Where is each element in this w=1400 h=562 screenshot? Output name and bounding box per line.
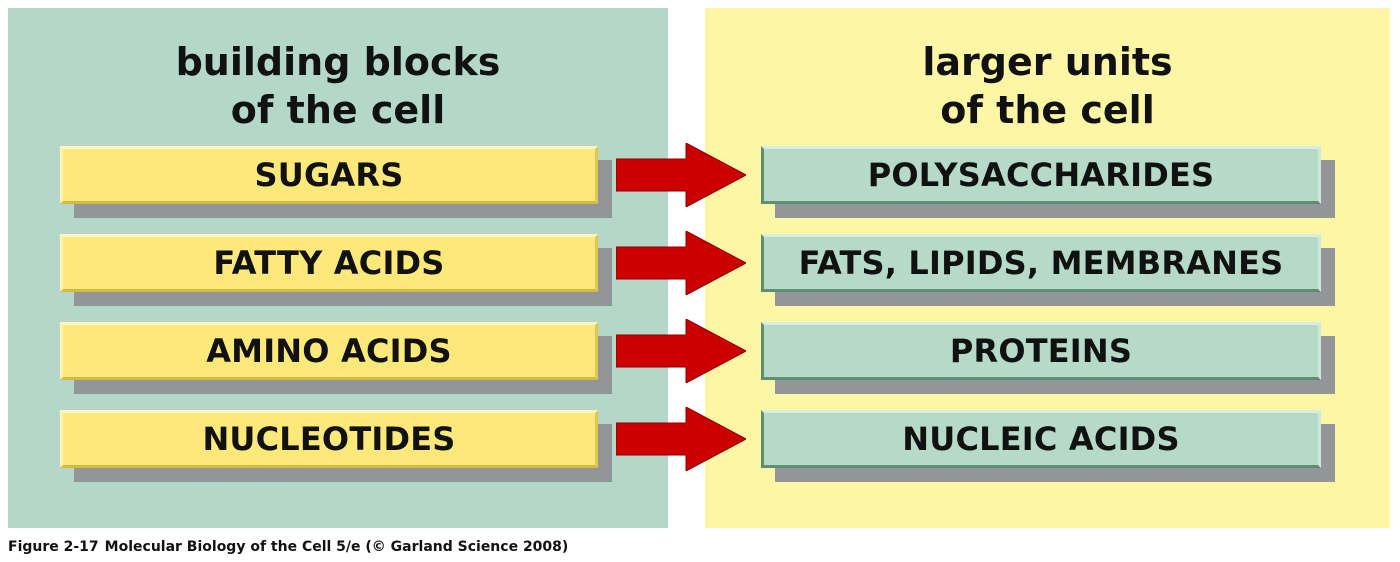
building-block-label: AMINO ACIDS — [60, 322, 598, 380]
building-blocks-title: building blocks of the cell — [8, 38, 668, 134]
larger-unit-box-polysaccharides: POLYSACCHARIDES — [761, 146, 1335, 218]
red-arrow-icon — [616, 319, 746, 383]
larger-unit-box-proteins: PROTEINS — [761, 322, 1335, 394]
red-arrow-icon — [616, 231, 746, 295]
larger-unit-box-nucleic-acids: NUCLEIC ACIDS — [761, 410, 1335, 482]
larger-units-title-line1: larger units — [922, 40, 1173, 84]
building-block-box-amino-acids: AMINO ACIDS — [60, 322, 612, 394]
larger-unit-label: PROTEINS — [761, 322, 1321, 380]
larger-units-title-line2: of the cell — [940, 88, 1155, 132]
building-block-label: FATTY ACIDS — [60, 234, 598, 292]
larger-unit-label: FATS, LIPIDS, MEMBRANES — [761, 234, 1321, 292]
larger-units-title: larger units of the cell — [705, 38, 1390, 134]
building-block-box-fatty-acids: FATTY ACIDS — [60, 234, 612, 306]
larger-unit-label: POLYSACCHARIDES — [761, 146, 1321, 204]
building-blocks-title-line2: of the cell — [230, 88, 446, 132]
figure-number: Figure 2-17 — [8, 539, 99, 555]
red-arrow-icon — [616, 407, 746, 471]
building-blocks-title-line1: building blocks — [175, 40, 501, 84]
figure-caption: Figure 2-17 Molecular Biology of the Cell… — [8, 539, 568, 555]
red-arrow-icon — [616, 143, 746, 207]
figure-caption-text: Molecular Biology of the Cell 5/e (© Gar… — [104, 539, 569, 555]
building-block-box-nucleotides: NUCLEOTIDES — [60, 410, 612, 482]
building-block-label: SUGARS — [60, 146, 598, 204]
building-block-box-sugars: SUGARS — [60, 146, 612, 218]
larger-unit-label: NUCLEIC ACIDS — [761, 410, 1321, 468]
larger-unit-box-fats-lipids-membranes: FATS, LIPIDS, MEMBRANES — [761, 234, 1335, 306]
building-block-label: NUCLEOTIDES — [60, 410, 598, 468]
